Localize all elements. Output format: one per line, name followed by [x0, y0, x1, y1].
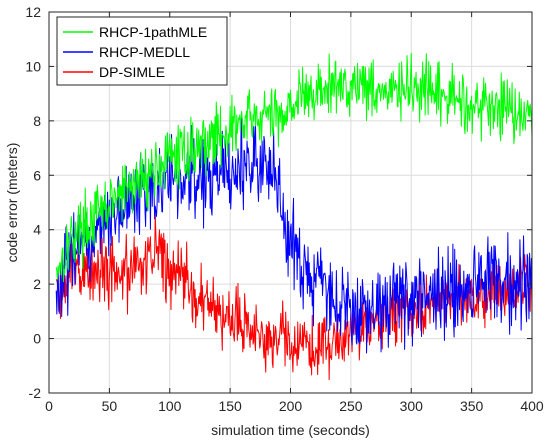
legend-label-rhcp-1pathmle: RHCP-1pathMLE — [99, 24, 207, 40]
y-axis-label: code error (meters) — [4, 143, 20, 263]
x-tick-label: 250 — [339, 398, 363, 414]
y-tick-label: 6 — [33, 167, 41, 183]
y-tick-label: 0 — [33, 331, 41, 347]
legend: RHCP-1pathMLE RHCP-MEDLL DP-SIMLE — [56, 16, 228, 86]
x-tick-label: 0 — [45, 398, 53, 414]
y-tick-label: 12 — [25, 4, 41, 20]
x-tick-label: 400 — [520, 398, 544, 414]
x-tick-label: 100 — [158, 398, 182, 414]
series-line-rhcp-1pathmle — [55, 52, 533, 283]
x-axis-label: simulation time (seconds) — [211, 422, 370, 438]
legend-label-rhcp-medll: RHCP-MEDLL — [99, 44, 190, 60]
x-tick-label: 150 — [218, 398, 242, 414]
series-layer — [55, 52, 533, 381]
x-tick-label: 50 — [102, 398, 118, 414]
x-tick-label: 200 — [279, 398, 303, 414]
y-tick-label: 4 — [33, 222, 41, 238]
x-tick-label: 350 — [460, 398, 484, 414]
y-tick-label: -2 — [29, 385, 42, 401]
y-tick-label: 8 — [33, 113, 41, 129]
y-tick-label: 2 — [33, 276, 41, 292]
legend-box — [56, 16, 228, 86]
y-tick-label: 10 — [25, 58, 41, 74]
x-tick-label: 300 — [400, 398, 424, 414]
legend-label-dp-simle: DP-SIMLE — [99, 64, 165, 80]
